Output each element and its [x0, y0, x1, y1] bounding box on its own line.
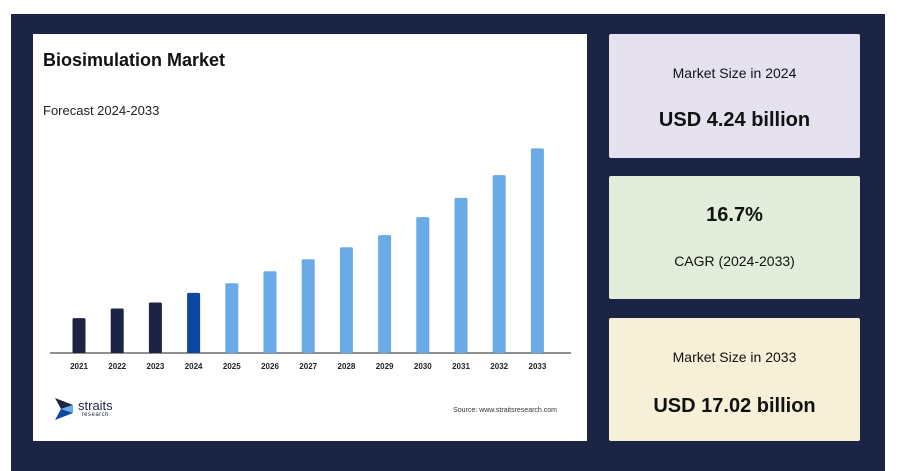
x-tick-label: 2033 — [529, 362, 547, 371]
x-tick-label: 2024 — [185, 362, 203, 371]
x-tick-label: 2025 — [223, 362, 241, 371]
bar-2022 — [110, 308, 124, 353]
x-tick-label: 2021 — [70, 362, 88, 371]
bar-2025 — [225, 283, 239, 353]
stat-card-market-size-2033: Market Size in 2033 USD 17.02 billion — [609, 318, 860, 441]
x-tick-label: 2032 — [490, 362, 508, 371]
stat-label: Market Size in 2024 — [672, 65, 797, 81]
source-note: Source: www.straitsresearch.com — [453, 407, 557, 414]
x-tick-label: 2022 — [108, 362, 126, 371]
chart-subtitle: Forecast 2024-2033 — [43, 103, 160, 118]
bar-2021 — [72, 318, 86, 353]
stat-value: USD 4.24 billion — [658, 109, 811, 131]
bar-2027 — [301, 259, 315, 353]
x-tick-label: 2029 — [376, 362, 394, 371]
x-tick-label: 2026 — [261, 362, 279, 371]
bar-chart: 2021 2022 2023 2024 2025 2026 2027 2028 2029 2030… — [50, 148, 571, 371]
x-tick-label: 2028 — [338, 362, 356, 371]
straits-logo-icon — [55, 398, 73, 420]
chart-card: Biosimulation Market Forecast 2024-2033 … — [33, 34, 587, 441]
bar-2026 — [263, 271, 277, 353]
stat-value: USD 17.02 billion — [653, 395, 816, 417]
stat-label: Market Size in 2033 — [672, 349, 797, 365]
chart-title: Biosimulation Market — [43, 50, 226, 70]
straits-logo: straits research — [53, 396, 113, 422]
bar-2023 — [148, 302, 162, 353]
bar-2028 — [339, 247, 353, 353]
stat-card-cagr: 16.7% CAGR (2024-2033) — [609, 176, 860, 299]
x-tick-label: 2031 — [452, 362, 470, 371]
stat-label: CAGR (2024-2033) — [674, 253, 795, 269]
bar-2024 — [187, 292, 201, 353]
x-tick-label: 2023 — [147, 362, 165, 371]
stat-value: 16.7% — [706, 204, 763, 226]
bar-2032 — [492, 175, 506, 353]
bar-2033 — [530, 148, 544, 353]
bar-2029 — [378, 235, 392, 353]
x-tick-label: 2027 — [299, 362, 317, 371]
bar-2030 — [416, 217, 430, 353]
logo-subtitle: research — [81, 412, 109, 418]
x-tick-label: 2030 — [414, 362, 432, 371]
logo-name: straits — [78, 398, 113, 413]
stat-card-market-size-2024: Market Size in 2024 USD 4.24 billion — [609, 34, 860, 158]
bar-2031 — [454, 197, 468, 353]
